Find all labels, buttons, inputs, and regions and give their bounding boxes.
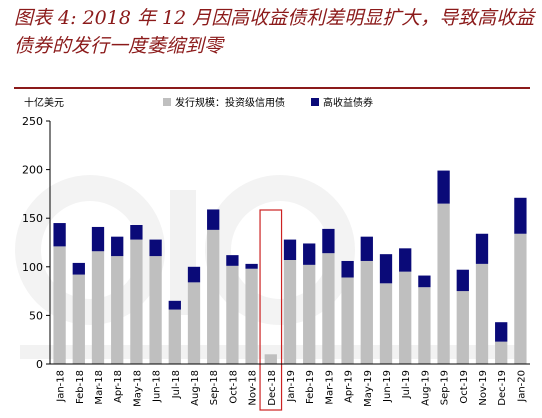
bar-high-yield <box>514 197 527 234</box>
y-tick-label: 0 <box>36 358 43 371</box>
bar-high-yield <box>418 275 431 288</box>
legend-swatch-investment-grade <box>163 98 171 106</box>
bar-investment-grade <box>53 246 66 364</box>
x-tick-label: Oct-19 <box>459 370 470 404</box>
bar-high-yield <box>53 223 66 247</box>
bar-investment-grade <box>322 253 335 364</box>
bar-investment-grade <box>303 264 316 364</box>
x-tick-label: Aug-19 <box>420 370 431 406</box>
x-tick-label: Jun-18 <box>152 370 163 403</box>
y-tick-label: 200 <box>22 164 43 177</box>
x-tick-label: Feb-19 <box>305 370 316 404</box>
bar-investment-grade <box>514 233 527 364</box>
bar-investment-grade <box>495 341 508 364</box>
bar-investment-grade <box>399 271 412 364</box>
bar-high-yield <box>322 228 335 254</box>
bar-high-yield <box>226 255 239 266</box>
bar-high-yield <box>149 239 162 257</box>
x-tick-label: Jan-18 <box>56 370 67 403</box>
x-tick-label: Apr-18 <box>113 370 124 403</box>
bar-investment-grade <box>207 229 220 364</box>
bar-high-yield <box>456 269 469 292</box>
bar-high-yield <box>283 239 297 260</box>
bar-high-yield <box>207 209 220 230</box>
highlight-box-dec-18 <box>259 209 283 411</box>
bar-high-yield <box>495 322 508 342</box>
bar-investment-grade <box>360 260 373 364</box>
x-tick-label: Jan-20 <box>516 370 527 403</box>
bar-investment-grade <box>283 259 297 364</box>
bar-investment-grade <box>111 256 124 364</box>
bar-high-yield <box>379 254 393 284</box>
x-tick-label: Dec-18 <box>267 370 278 406</box>
bar-investment-grade <box>379 283 393 364</box>
bar-investment-grade <box>475 263 489 364</box>
bar-investment-grade <box>437 203 450 364</box>
bar-investment-grade <box>226 265 239 364</box>
bar-investment-grade <box>245 268 258 364</box>
x-tick-label: Feb-18 <box>75 370 86 404</box>
bar-investment-grade <box>130 239 143 364</box>
title-divider <box>14 87 530 89</box>
legend-label-high-yield: 高收益债券 <box>323 96 373 109</box>
x-tick-label: Mar-18 <box>94 370 105 405</box>
x-tick-label: Sep-19 <box>440 370 451 405</box>
x-tick-label: May-19 <box>363 370 374 407</box>
bar-high-yield <box>130 225 143 240</box>
bar-investment-grade <box>72 274 85 364</box>
x-tick-label: Jul-18 <box>171 370 182 399</box>
x-tick-label: Apr-19 <box>344 370 355 403</box>
y-unit-label: 十亿美元 <box>24 96 64 109</box>
bar-investment-grade <box>91 251 105 364</box>
bar-investment-grade <box>418 287 431 364</box>
bar-investment-grade <box>187 282 201 364</box>
bar-high-yield <box>111 236 124 257</box>
bar-high-yield <box>91 226 105 252</box>
bar-high-yield <box>72 262 85 275</box>
x-tick-label: Jan-19 <box>286 370 297 403</box>
x-tick-label: Sep-18 <box>209 370 220 405</box>
bar-high-yield <box>399 248 412 272</box>
x-tick-label: May-18 <box>132 370 143 407</box>
bar-high-yield <box>360 236 373 261</box>
x-tick-label: Jul-19 <box>401 370 412 399</box>
legend-label-investment-grade: 发行规模：投资级信用债 <box>175 96 285 109</box>
bar-high-yield <box>303 243 316 265</box>
bar-high-yield <box>187 266 201 283</box>
bar-investment-grade <box>456 291 469 364</box>
bar-high-yield <box>437 170 450 204</box>
bar-investment-grade <box>149 256 162 364</box>
x-tick-label: Dec-19 <box>497 370 508 406</box>
bar-investment-grade <box>264 354 277 364</box>
bar-high-yield <box>245 263 258 269</box>
y-tick-label: 150 <box>22 212 43 225</box>
bar-high-yield <box>168 300 181 310</box>
bar-high-yield <box>341 260 354 278</box>
x-tick-label: Nov-18 <box>248 370 259 406</box>
x-tick-label: Oct-18 <box>228 370 239 404</box>
y-tick-label: 250 <box>22 115 43 128</box>
chart-title: 图表 4: 2018 年 12 月因高收益债利差明显扩大，导致高收益债券的发行一… <box>14 7 535 57</box>
y-tick-label: 100 <box>22 261 43 274</box>
x-tick-label: Mar-19 <box>324 370 335 405</box>
bar-investment-grade <box>168 309 181 364</box>
bar-investment-grade <box>341 277 354 364</box>
x-tick-label: Nov-19 <box>478 370 489 406</box>
x-tick-label: Jun-19 <box>382 370 393 403</box>
y-tick-label: 50 <box>29 309 43 322</box>
bar-high-yield <box>475 233 489 264</box>
x-tick-label: Aug-18 <box>190 370 201 406</box>
legend-swatch-high-yield <box>311 98 319 106</box>
